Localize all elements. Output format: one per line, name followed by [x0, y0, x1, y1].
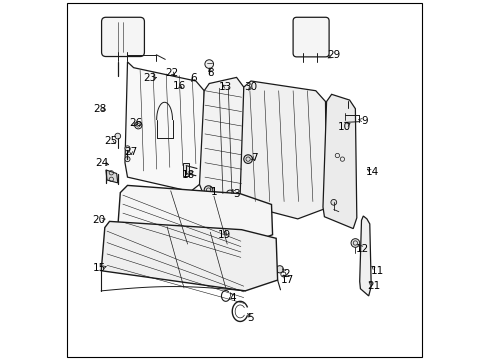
Circle shape	[204, 60, 213, 68]
Text: 29: 29	[326, 50, 340, 60]
Circle shape	[340, 120, 348, 129]
Text: 14: 14	[365, 167, 378, 177]
Text: 18: 18	[182, 170, 195, 180]
Polygon shape	[101, 221, 277, 291]
Text: 23: 23	[143, 73, 157, 84]
Circle shape	[125, 157, 130, 162]
Text: 15: 15	[93, 263, 106, 273]
FancyBboxPatch shape	[102, 17, 144, 57]
Circle shape	[330, 199, 336, 205]
Polygon shape	[322, 94, 356, 229]
Text: 27: 27	[124, 147, 138, 157]
Circle shape	[350, 239, 359, 247]
Text: 17: 17	[280, 275, 293, 285]
Polygon shape	[199, 77, 244, 204]
Text: 24: 24	[96, 158, 109, 168]
Text: 28: 28	[93, 104, 106, 114]
Text: 3: 3	[233, 189, 240, 199]
Circle shape	[204, 186, 212, 194]
Text: 6: 6	[190, 73, 196, 84]
Polygon shape	[118, 185, 272, 246]
Polygon shape	[240, 81, 326, 219]
Text: 10: 10	[337, 122, 350, 132]
Text: 16: 16	[172, 81, 185, 91]
Text: 22: 22	[165, 68, 178, 78]
Text: 21: 21	[366, 281, 379, 291]
Text: 5: 5	[247, 312, 254, 323]
Text: 26: 26	[129, 118, 142, 128]
Text: 20: 20	[92, 215, 105, 225]
Circle shape	[276, 266, 283, 273]
FancyBboxPatch shape	[292, 17, 328, 57]
Text: 11: 11	[369, 266, 383, 276]
Polygon shape	[182, 163, 188, 176]
Text: 12: 12	[355, 244, 368, 254]
Text: 19: 19	[218, 230, 231, 240]
Polygon shape	[359, 216, 370, 296]
Circle shape	[183, 80, 191, 87]
Circle shape	[342, 108, 353, 119]
Text: 8: 8	[206, 68, 213, 78]
Text: 9: 9	[361, 116, 367, 126]
Circle shape	[125, 146, 130, 151]
Circle shape	[115, 133, 121, 139]
Polygon shape	[106, 170, 118, 183]
Text: 13: 13	[219, 82, 232, 92]
Text: 7: 7	[251, 153, 257, 163]
Polygon shape	[125, 62, 204, 192]
Circle shape	[244, 155, 252, 163]
Text: 1: 1	[210, 186, 217, 197]
Text: 4: 4	[229, 293, 236, 303]
Text: 30: 30	[244, 82, 257, 92]
Text: 2: 2	[283, 269, 290, 279]
Text: 25: 25	[104, 136, 117, 146]
Circle shape	[226, 190, 233, 197]
